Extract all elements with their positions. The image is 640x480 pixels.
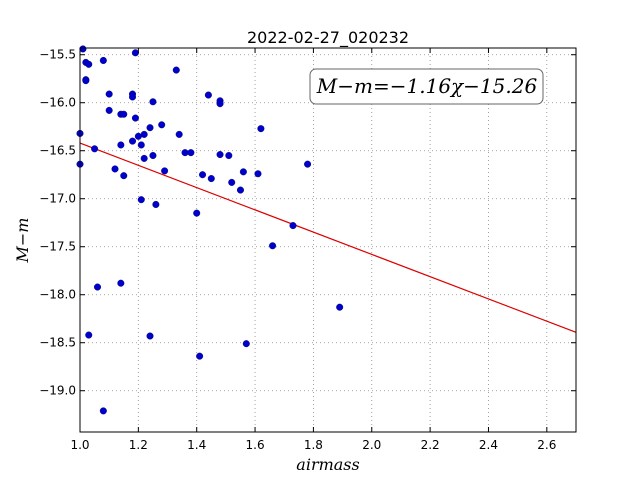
- data-point: [152, 200, 160, 208]
- data-point: [289, 222, 297, 230]
- y-tick-label: −19.0: [39, 384, 76, 398]
- data-point: [181, 149, 189, 157]
- data-point: [94, 283, 102, 291]
- chart-title: 2022-02-27_020232: [247, 28, 409, 48]
- data-point: [120, 110, 128, 118]
- data-point: [105, 90, 113, 98]
- y-tick-label: −15.5: [39, 48, 76, 62]
- data-point: [207, 175, 215, 183]
- plot-frame: [79, 47, 577, 433]
- data-point: [91, 145, 99, 153]
- data-points: [76, 45, 344, 415]
- data-point: [105, 106, 113, 114]
- fit-line: [79, 142, 577, 333]
- annotation-frame: [309, 68, 544, 105]
- data-point: [99, 407, 107, 415]
- data-point: [149, 98, 157, 106]
- data-point: [204, 91, 212, 99]
- data-point: [117, 141, 125, 149]
- data-point: [304, 160, 312, 168]
- data-point: [99, 56, 107, 64]
- data-point: [129, 137, 137, 145]
- x-tick-label: 2.6: [537, 438, 556, 452]
- x-tick-label: 1.2: [129, 438, 148, 452]
- data-point: [111, 165, 119, 173]
- data-point: [149, 152, 157, 160]
- data-point: [216, 100, 224, 108]
- data-point: [117, 279, 125, 287]
- fit-equation: M−m=−1.16χ−15.26: [316, 74, 538, 98]
- y-tick-label: −17.0: [39, 192, 76, 206]
- data-point: [196, 352, 204, 360]
- y-tick-label: −16.0: [39, 96, 76, 110]
- y-axis-label: M−m: [13, 218, 32, 264]
- data-point: [175, 130, 183, 138]
- data-point: [225, 152, 233, 160]
- data-point: [85, 60, 93, 68]
- data-point: [85, 331, 93, 339]
- data-point: [187, 149, 195, 157]
- x-tick-label: 1.0: [70, 438, 89, 452]
- y-tick-label: −18.0: [39, 288, 76, 302]
- data-point: [199, 171, 207, 179]
- y-tick-label: −18.5: [39, 336, 76, 350]
- x-axis-label: airmass: [296, 455, 359, 474]
- data-point: [236, 186, 244, 194]
- x-tick-label: 1.4: [187, 438, 206, 452]
- data-point: [172, 66, 180, 74]
- data-point: [242, 340, 250, 348]
- data-point: [257, 125, 265, 133]
- data-point: [239, 168, 247, 176]
- fit-line-group: [79, 142, 577, 333]
- x-tick-label: 1.8: [304, 438, 323, 452]
- data-point: [146, 124, 154, 132]
- data-point: [140, 154, 148, 162]
- x-tick-label: 2.2: [421, 438, 440, 452]
- fit-annotation-box: M−m=−1.16χ−15.26: [309, 68, 544, 105]
- grid: [79, 48, 576, 432]
- data-point: [216, 151, 224, 159]
- data-point: [336, 303, 344, 311]
- plot-background: [80, 48, 576, 432]
- data-point: [269, 242, 277, 250]
- data-point: [193, 209, 201, 217]
- data-point: [134, 132, 142, 140]
- data-point: [137, 141, 145, 149]
- x-tick-label: 2.4: [479, 438, 498, 452]
- data-point: [254, 170, 262, 178]
- data-point: [129, 93, 137, 101]
- data-point: [120, 172, 128, 180]
- y-tick-label: −16.5: [39, 144, 76, 158]
- data-point: [161, 167, 169, 175]
- data-point: [82, 77, 90, 85]
- y-tick-label: −17.5: [39, 240, 76, 254]
- data-point: [228, 178, 236, 186]
- data-point: [79, 45, 87, 53]
- x-tick-label: 2.0: [362, 438, 381, 452]
- data-point: [140, 130, 148, 138]
- data-point: [131, 114, 139, 122]
- data-point: [137, 196, 145, 204]
- data-point: [131, 49, 139, 57]
- axis-ticks: 1.0 1.2 1.4 1.6 1.8 2.0 2.2 2.4 2.6 −15.5 −16.0 −16…: [39, 48, 576, 452]
- data-point: [146, 332, 154, 340]
- data-point: [158, 121, 166, 129]
- x-tick-label: 1.6: [246, 438, 265, 452]
